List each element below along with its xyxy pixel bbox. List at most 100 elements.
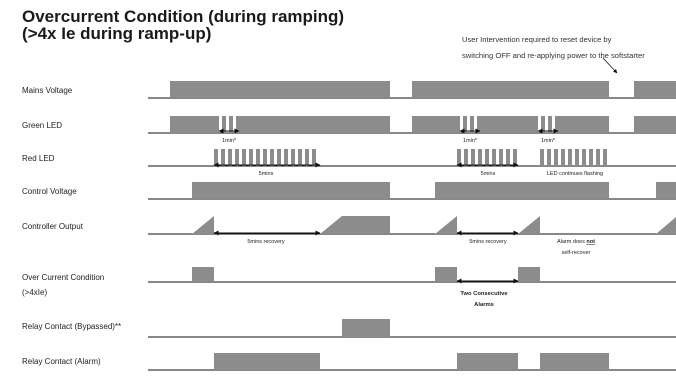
green-led-flash [548,116,552,133]
red-led-flash [506,149,510,166]
ramp-up-5 [656,217,676,234]
label-controller-output: Controller Output [22,222,83,231]
title-line-1: Overcurrent Condition (during ramping) [22,7,345,26]
mains-pulse-2 [412,81,609,98]
control-voltage-pulse-1 [192,182,390,199]
green-led-on-5 [555,116,609,133]
label-red-led: Red LED [22,154,55,163]
green-1min-label-a: 1min* [222,138,237,144]
red-led-flash [561,149,565,166]
title-line-2: (>4x Ie during ramp-up) [22,24,212,43]
over-current-pulse-2 [435,267,457,282]
red-led-flash [596,149,600,166]
green-led-flash [463,116,467,133]
label-over-current-line-2: (>4xIe) [22,288,48,297]
two-consecutive-line-1: Two Consecutive [460,291,508,297]
over-current-pulse-3 [518,267,540,282]
green-led-on-3 [412,116,460,133]
red-led-flash [235,149,239,166]
label-green-led: Green LED [22,121,63,130]
red-led-flash [291,149,295,166]
diagram-title: Overcurrent Condition (during ramping) (… [22,8,344,42]
label-over-current-condition: Over Current Condition (>4xIe) [22,270,104,300]
red-led-flash [270,149,274,166]
relay-alarm-pulse-3 [540,353,609,370]
ramp-up-4 [518,216,540,234]
red-led-flash [575,149,579,166]
controller-output-on [342,216,390,234]
control-voltage-pulse-2 [435,182,609,199]
control-voltage-pulse-3 [656,182,676,199]
label-relay-bypassed: Relay Contact (Bypassed)** [22,322,122,331]
ramp-up-2 [320,216,342,234]
green-led-on-2 [236,116,390,133]
red-led-signal [214,149,607,166]
ramp-up-3 [435,216,457,234]
note-line-1: User Intervention required to reset devi… [462,35,612,44]
red-led-flash [214,149,218,166]
green-led-on-1 [170,116,219,133]
red-led-flash [312,149,316,166]
red-led-flash [485,149,489,166]
green-1min-label-b: 1min* [463,138,478,144]
red-led-flash [256,149,260,166]
red-led-flash [603,149,607,166]
alarm-line-1-emphasis: not [586,239,595,245]
red-led-flash [513,149,517,166]
red-led-flash [457,149,461,166]
recovery-label-a: 5mins recovery [247,239,285,245]
user-intervention-note: User Intervention required to reset devi… [462,32,672,64]
red-led-flash [277,149,281,166]
red-flashing-label: LED continues flashing [547,171,603,177]
red-led-flash [242,149,246,166]
alarm-line-1-text: Alarm does [557,239,586,245]
label-over-current-line-1: Over Current Condition [22,273,105,282]
red-led-flash [589,149,593,166]
ramp-up-1 [192,216,214,234]
red-5mins-label-b: 5mins [481,171,496,177]
red-led-flash [582,149,586,166]
note-line-2: switching OFF and re-applying power to t… [462,51,645,60]
relay-alarm-pulse-1 [214,353,320,370]
two-consecutive-line-2: Alarms [474,302,494,308]
control-voltage-signal [192,182,676,199]
alarm-no-recover-line-1: Alarm does not [557,239,595,245]
red-led-flash [221,149,225,166]
label-mains-voltage: Mains Voltage [22,86,73,95]
red-led-flash [492,149,496,166]
red-led-flash [249,149,253,166]
mains-pulse-3 [634,81,676,98]
controller-output-signal [192,216,676,234]
green-1min-label-c: 1min* [541,138,556,144]
green-led-on-6 [634,116,676,133]
note-pointer-arrow [602,57,618,74]
red-led-flash [478,149,482,166]
red-led-flash [547,149,551,166]
red-led-flash [499,149,503,166]
red-led-flash [464,149,468,166]
red-led-flash [284,149,288,166]
relay-alarm-pulse-2 [457,353,518,370]
red-led-flash [228,149,232,166]
over-current-signal [192,267,540,282]
green-led-signal [170,116,676,133]
green-led-flash [541,116,545,133]
green-led-flash [222,116,226,133]
mains-pulse-1 [170,81,390,98]
label-relay-alarm: Relay Contact (Alarm) [22,357,101,366]
alarm-no-recover-line-2: self-recover [562,250,591,256]
red-led-flash [305,149,309,166]
red-led-flash [568,149,572,166]
relay-alarm-signal [214,353,609,370]
red-led-flash [471,149,475,166]
red-led-flash [263,149,267,166]
label-control-voltage: Control Voltage [22,187,77,196]
green-led-on-4 [477,116,538,133]
green-led-flash [470,116,474,133]
red-led-flash [298,149,302,166]
mains-voltage-signal [170,81,676,98]
red-5mins-label-a: 5mins [259,171,274,177]
green-led-flash [229,116,233,133]
relay-bypassed-pulse [342,319,390,337]
